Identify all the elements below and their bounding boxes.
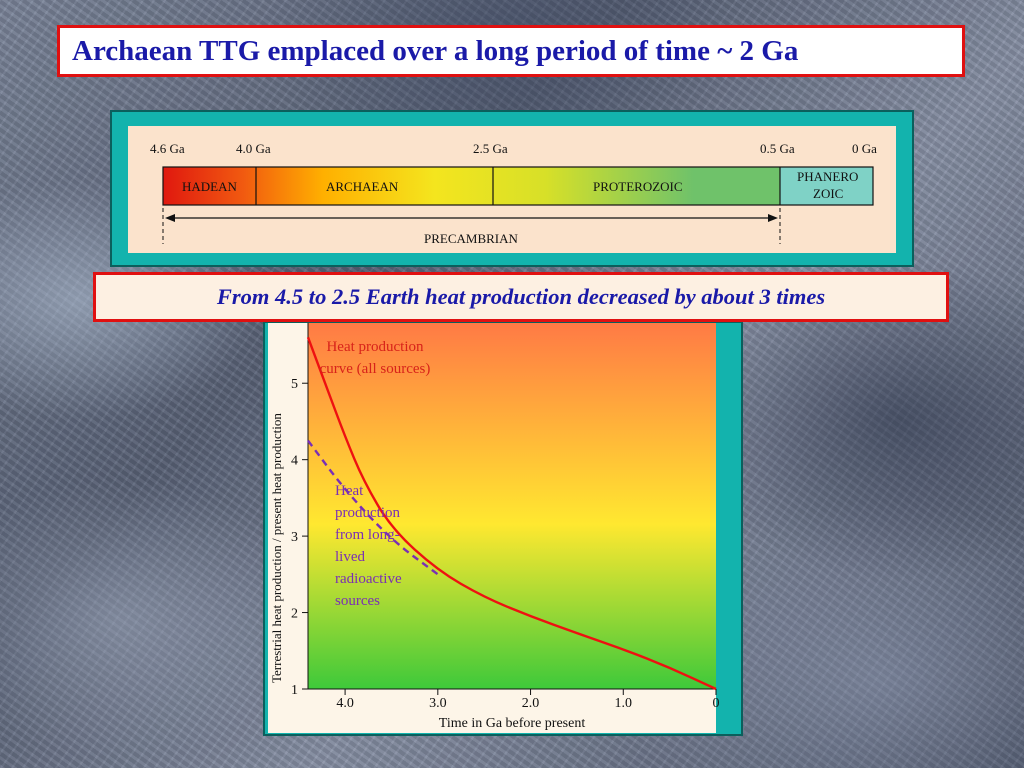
annotation-all-sources: curve (all sources) — [320, 361, 431, 377]
heat-production-note: From 4.5 to 2.5 Earth heat production de… — [93, 272, 949, 322]
x-tick-label: 3.0 — [429, 696, 447, 711]
heat-production-chart-panel: 1 2 3 4 5 4.0 3.0 2.0 1.0 0 Heat production curve … — [263, 321, 743, 736]
arrow-right-icon — [768, 214, 778, 222]
geologic-timeline: 4.6 Ga 4.0 Ga 2.5 Ga 0.5 Ga 0 Ga HADEAN … — [128, 126, 896, 253]
eon-label-hadean: HADEAN — [182, 179, 237, 194]
slide-title: Archaean TTG emplaced over a long period… — [57, 25, 965, 77]
y-axis-label: Terrestrial heat production / present he… — [269, 413, 284, 683]
x-tick-label: 1.0 — [615, 696, 633, 711]
y-tick-label: 5 — [291, 377, 298, 392]
annotation-all-sources: Heat production — [326, 339, 424, 355]
y-tick-label: 2 — [291, 607, 298, 622]
tick-0-5: 0.5 Ga — [760, 141, 795, 156]
precambrian-label: PRECAMBRIAN — [424, 231, 519, 246]
y-tick-label: 1 — [291, 683, 298, 698]
eon-label-archaean: ARCHAEAN — [326, 179, 399, 194]
annotation-long-lived-sources: Heat — [335, 483, 364, 499]
annotation-long-lived-sources: sources — [335, 593, 380, 609]
eon-label-phanerozoic-2: ZOIC — [813, 186, 843, 201]
annotation-long-lived-sources: from long- — [335, 527, 400, 543]
x-tick-label: 4.0 — [336, 696, 354, 711]
timeline-svg: 4.6 Ga 4.0 Ga 2.5 Ga 0.5 Ga 0 Ga HADEAN … — [150, 141, 877, 246]
tick-2-5: 2.5 Ga — [473, 141, 508, 156]
x-axis-area — [268, 689, 716, 733]
eon-label-proterozoic: PROTEROZOIC — [593, 179, 683, 194]
plot-area — [308, 323, 716, 689]
geologic-timeline-panel: 4.6 Ga 4.0 Ga 2.5 Ga 0.5 Ga 0 Ga HADEAN … — [110, 110, 914, 267]
x-tick-label: 0 — [713, 696, 720, 711]
heat-curve-long-lived-sources — [307, 439, 439, 576]
eon-bar — [163, 167, 780, 205]
arrow-left-icon — [165, 214, 175, 222]
heat-curve-all-sources — [306, 336, 717, 691]
tick-4-6: 4.6 Ga — [150, 141, 185, 156]
x-axis-label: Time in Ga before present — [439, 716, 586, 731]
annotation-long-lived-sources: production — [335, 505, 400, 521]
heat-production-chart: 1 2 3 4 5 4.0 3.0 2.0 1.0 0 Heat production curve … — [268, 323, 720, 733]
annotation-long-lived-sources: lived — [335, 549, 365, 565]
tick-0: 0 Ga — [852, 141, 877, 156]
annotation-long-lived-sources: radioactive — [335, 571, 402, 587]
eon-bar-outline — [162, 166, 874, 206]
y-tick-label: 4 — [291, 454, 298, 469]
y-axis-area — [268, 323, 308, 695]
x-tick-label: 2.0 — [522, 696, 540, 711]
eon-label-phanerozoic-1: PHANERO — [797, 169, 858, 184]
phanerozoic-segment — [780, 167, 873, 205]
tick-4-0: 4.0 Ga — [236, 141, 271, 156]
y-tick-label: 3 — [291, 530, 298, 545]
